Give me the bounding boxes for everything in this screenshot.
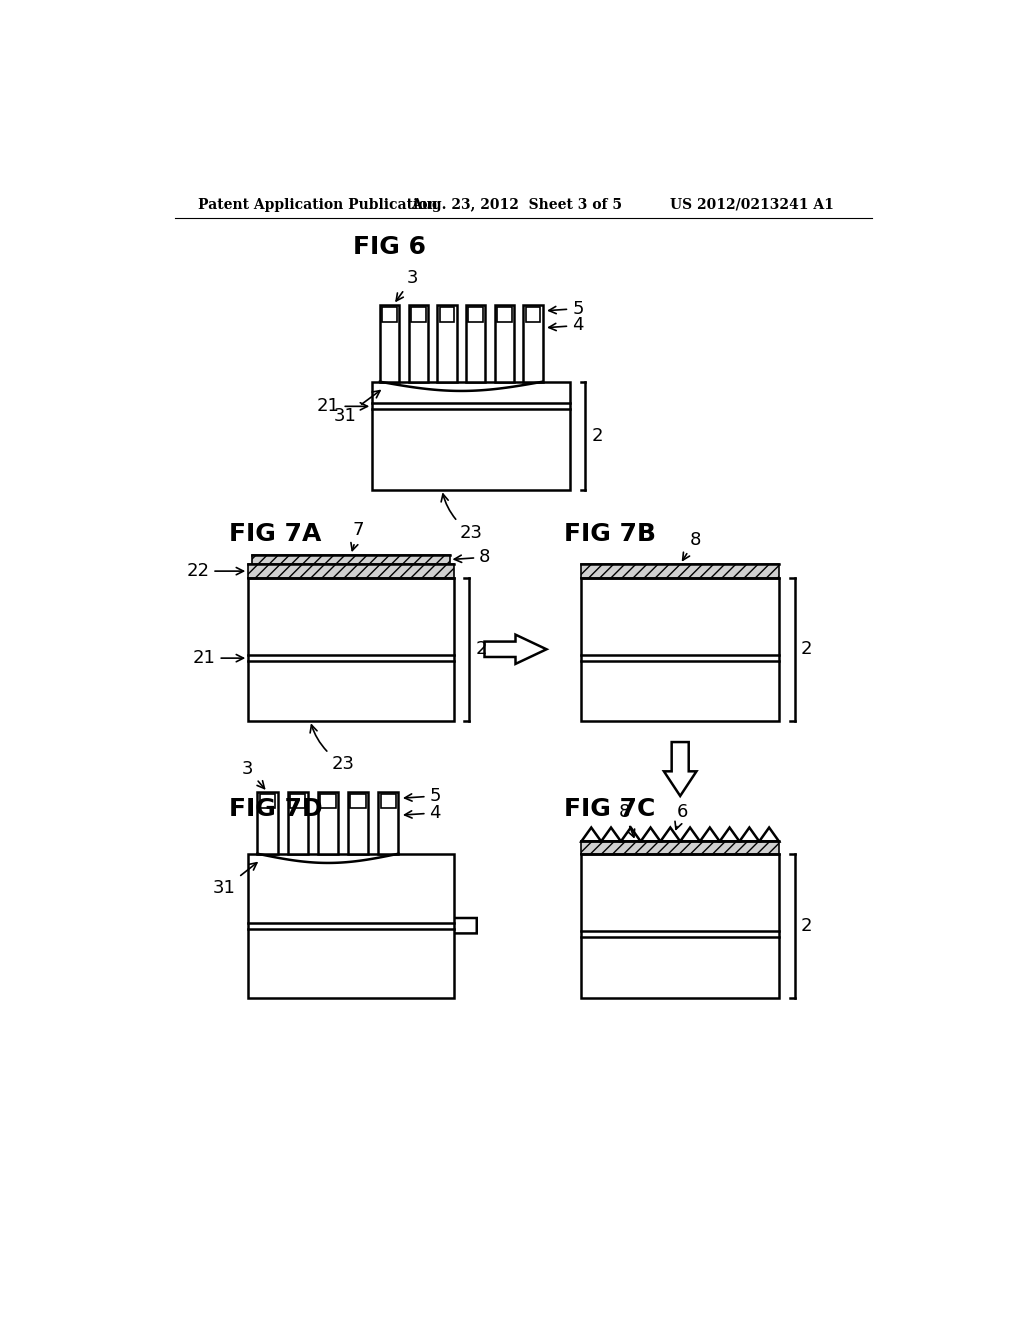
Bar	[525, 308, 541, 322]
Bar	[437, 305, 457, 381]
Bar	[439, 308, 455, 322]
Bar	[321, 795, 336, 808]
Text: 5: 5	[404, 787, 441, 805]
Text: Patent Application Publication: Patent Application Publication	[198, 198, 437, 211]
Bar	[288, 792, 308, 854]
Text: 21: 21	[316, 397, 368, 416]
Bar	[411, 308, 426, 322]
Text: 4: 4	[404, 804, 441, 822]
Text: 23: 23	[310, 725, 354, 774]
Bar	[380, 305, 399, 381]
Bar	[523, 305, 543, 381]
Text: 31: 31	[213, 863, 257, 898]
Bar	[582, 564, 779, 578]
Text: 23: 23	[441, 494, 482, 543]
Text: 31: 31	[334, 391, 380, 425]
Bar	[466, 305, 485, 381]
Bar	[495, 305, 514, 381]
Bar	[248, 564, 454, 578]
Text: 5: 5	[549, 300, 584, 318]
Bar	[350, 795, 366, 808]
Bar	[248, 578, 454, 721]
Text: 8: 8	[618, 803, 635, 837]
Bar	[248, 854, 454, 998]
Bar	[468, 308, 483, 322]
Bar	[382, 308, 397, 322]
Text: 6: 6	[675, 803, 688, 829]
Bar	[348, 792, 369, 854]
Text: 2: 2	[801, 640, 812, 659]
Polygon shape	[484, 635, 547, 664]
Text: 3: 3	[242, 760, 264, 788]
Text: FIG 7A: FIG 7A	[228, 523, 322, 546]
Bar	[582, 578, 779, 721]
Text: 21: 21	[193, 649, 244, 667]
Text: 2: 2	[801, 916, 812, 935]
Bar	[252, 554, 450, 564]
Text: 8: 8	[683, 531, 701, 560]
Bar	[290, 795, 305, 808]
Text: FIG 7B: FIG 7B	[564, 523, 656, 546]
Text: 7: 7	[351, 521, 365, 550]
Text: 22: 22	[186, 562, 244, 579]
Text: 8: 8	[455, 548, 490, 566]
Bar	[582, 841, 779, 854]
Polygon shape	[664, 742, 696, 796]
Bar	[381, 795, 396, 808]
Text: FIG 7C: FIG 7C	[564, 797, 655, 821]
Text: 2: 2	[475, 640, 486, 659]
Text: 4: 4	[549, 317, 584, 334]
Bar	[317, 792, 338, 854]
Bar	[409, 305, 428, 381]
Bar	[260, 795, 275, 808]
Text: US 2012/0213241 A1: US 2012/0213241 A1	[671, 198, 835, 211]
Text: FIG 6: FIG 6	[352, 235, 426, 259]
Bar	[378, 792, 398, 854]
Text: Aug. 23, 2012  Sheet 3 of 5: Aug. 23, 2012 Sheet 3 of 5	[411, 198, 622, 211]
Bar	[497, 308, 512, 322]
Bar	[257, 792, 278, 854]
Text: FIG 7D: FIG 7D	[228, 797, 323, 821]
Polygon shape	[415, 911, 477, 940]
Bar	[372, 381, 569, 490]
Bar	[582, 854, 779, 998]
Text: 2: 2	[592, 426, 603, 445]
Text: 3: 3	[396, 269, 419, 301]
